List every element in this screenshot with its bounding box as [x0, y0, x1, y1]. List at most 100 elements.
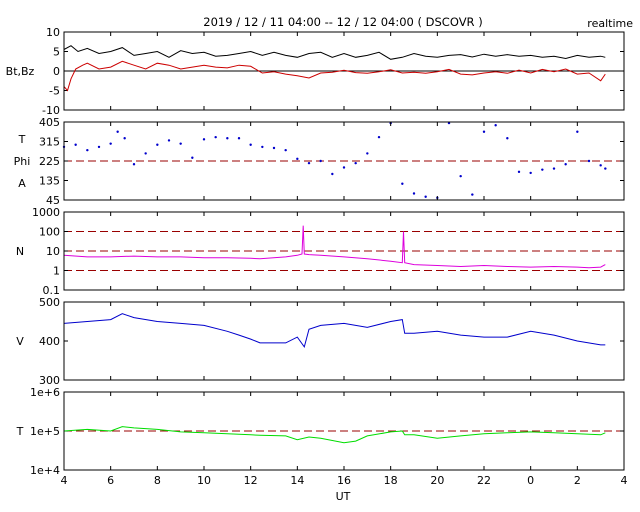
speed-ytick-label: 400: [39, 335, 60, 348]
field-angle-point: [471, 193, 474, 196]
magnetic-field-ytick-label: 0: [53, 65, 60, 78]
field-angle-point: [167, 139, 171, 142]
temperature-series-T: [63, 426, 606, 444]
field-angle-panel: 45 135 225 315 405 T Phi A: [14, 116, 625, 207]
field-angle-point: [284, 148, 287, 152]
field-angle-point: [249, 143, 252, 146]
speed-ytick-label: 500: [39, 296, 60, 309]
x-tick-label: 20: [430, 474, 444, 487]
density-ytick-label: 1: [53, 265, 60, 278]
field-angle-point: [412, 192, 416, 195]
field-angle-ytick-label: 315: [39, 136, 60, 149]
field-angle-point: [366, 152, 369, 155]
density-series-N: [63, 225, 606, 269]
speed-ylabel: V: [16, 335, 24, 348]
field-angle-point: [401, 182, 404, 185]
x-tick-label: 2: [574, 474, 581, 487]
field-angle-point: [296, 157, 299, 161]
field-angle-point: [179, 142, 182, 145]
field-angle-ytick-label: 405: [39, 116, 60, 129]
magnetic-field-ytick-label: -5: [49, 85, 60, 98]
field-angle-point: [342, 166, 346, 169]
field-angle-point: [529, 171, 532, 175]
magnetic-field-ytick-label: 10: [46, 26, 60, 39]
speed-frame: [63, 301, 625, 381]
field-angle-point: [272, 146, 276, 150]
field-angle-point: [132, 163, 136, 166]
magnetic-field-panel: -10 -5 0 5 10 Bt,Bz: [6, 26, 625, 117]
speed-panel: 300 400 500 V: [16, 296, 625, 387]
speed-series-V: [63, 313, 606, 349]
field-angle-ytick-label: 135: [39, 175, 60, 188]
x-tick-label: 8: [154, 474, 161, 487]
field-angle-point: [74, 143, 77, 146]
field-angle-point: [202, 138, 206, 141]
density-ylabel: N: [16, 245, 24, 258]
x-tick-label: 14: [290, 474, 304, 487]
temperature-ytick-label: 1e+4: [30, 464, 60, 477]
x-tick-label: 16: [337, 474, 351, 487]
magnetic-field-ylabel: Bt,Bz: [6, 65, 35, 78]
x-tick-label: 12: [244, 474, 258, 487]
field-angle-point: [191, 156, 194, 159]
chart-title: 2019 / 12 / 11 04:00 -- 12 / 12 04:00 ( …: [203, 15, 482, 29]
field-angle-point: [86, 148, 89, 152]
magnetic-field-ytick-label: 5: [53, 46, 60, 59]
field-angle-point: [459, 174, 462, 178]
density-ytick-label: 1000: [32, 206, 60, 219]
field-angle-point: [144, 152, 147, 155]
temperature-ytick-label: 1e+6: [30, 386, 60, 399]
x-tick-label: 10: [197, 474, 211, 487]
field-angle-point: [116, 130, 119, 133]
x-axis: 4 6 8 10 12 14 16 18 20 22 0 2 4: [61, 474, 628, 487]
field-angle-point: [307, 161, 311, 165]
field-angle-point: [123, 137, 126, 140]
density-ytick-label: 0.1: [43, 284, 61, 297]
temperature-panel: 1e+4 1e+5 1e+6 T: [16, 386, 625, 477]
magnetic-field-series-Bz: [63, 60, 606, 92]
density-ytick-label: 100: [39, 226, 60, 239]
field-angle-point: [482, 130, 486, 133]
x-tick-label: 22: [477, 474, 491, 487]
magnetic-field-series-Bt: [63, 45, 606, 60]
field-angle-point: [424, 195, 427, 198]
field-angle-point: [214, 135, 217, 139]
temperature-ylabel: T: [16, 425, 24, 438]
field-angle-point: [109, 142, 112, 145]
field-angle-ylabel-line: A: [18, 177, 26, 190]
field-angle-point: [261, 145, 264, 149]
field-angle-point: [541, 168, 544, 171]
density-ytick-label: 10: [46, 245, 60, 258]
field-angle-point: [506, 137, 509, 140]
field-angle-point: [599, 164, 602, 167]
field-angle-point: [237, 137, 241, 140]
realtime-label: realtime: [587, 17, 633, 30]
field-angle-ylabel-line: Phi: [14, 155, 31, 168]
field-angle-ytick-label: 225: [39, 155, 60, 168]
field-angle-ytick-label: 45: [46, 194, 60, 207]
field-angle-point: [494, 124, 497, 127]
x-tick-label: 4: [621, 474, 628, 487]
x-tick-label: 18: [384, 474, 398, 487]
field-angle-point: [319, 159, 322, 163]
x-axis-label: UT: [336, 490, 351, 503]
magnetic-field-ytick-label: -10: [42, 104, 60, 117]
temperature-ytick-label: 1e+5: [30, 425, 60, 438]
field-angle-point: [576, 130, 579, 133]
field-angle-point: [604, 167, 607, 170]
field-angle-point: [226, 137, 229, 140]
x-tick-label: 4: [61, 474, 68, 487]
field-angle-point: [354, 161, 357, 165]
field-angle-point: [331, 172, 334, 176]
density-panel: 0.1 1 10 100 1000 N: [16, 206, 625, 297]
field-angle-point: [97, 145, 101, 149]
field-angle-point: [377, 135, 381, 139]
x-tick-label: 0: [527, 474, 534, 487]
field-angle-point: [564, 163, 567, 166]
field-angle-point: [587, 159, 591, 163]
field-angle-point: [517, 170, 521, 174]
field-angle-point: [552, 167, 556, 170]
chart-panels: -10 -5 0 5 10 Bt,Bz 45 135 225 315 405 T Phi A 0.1 1 10 1…: [6, 26, 625, 477]
field-angle-point: [156, 143, 159, 146]
